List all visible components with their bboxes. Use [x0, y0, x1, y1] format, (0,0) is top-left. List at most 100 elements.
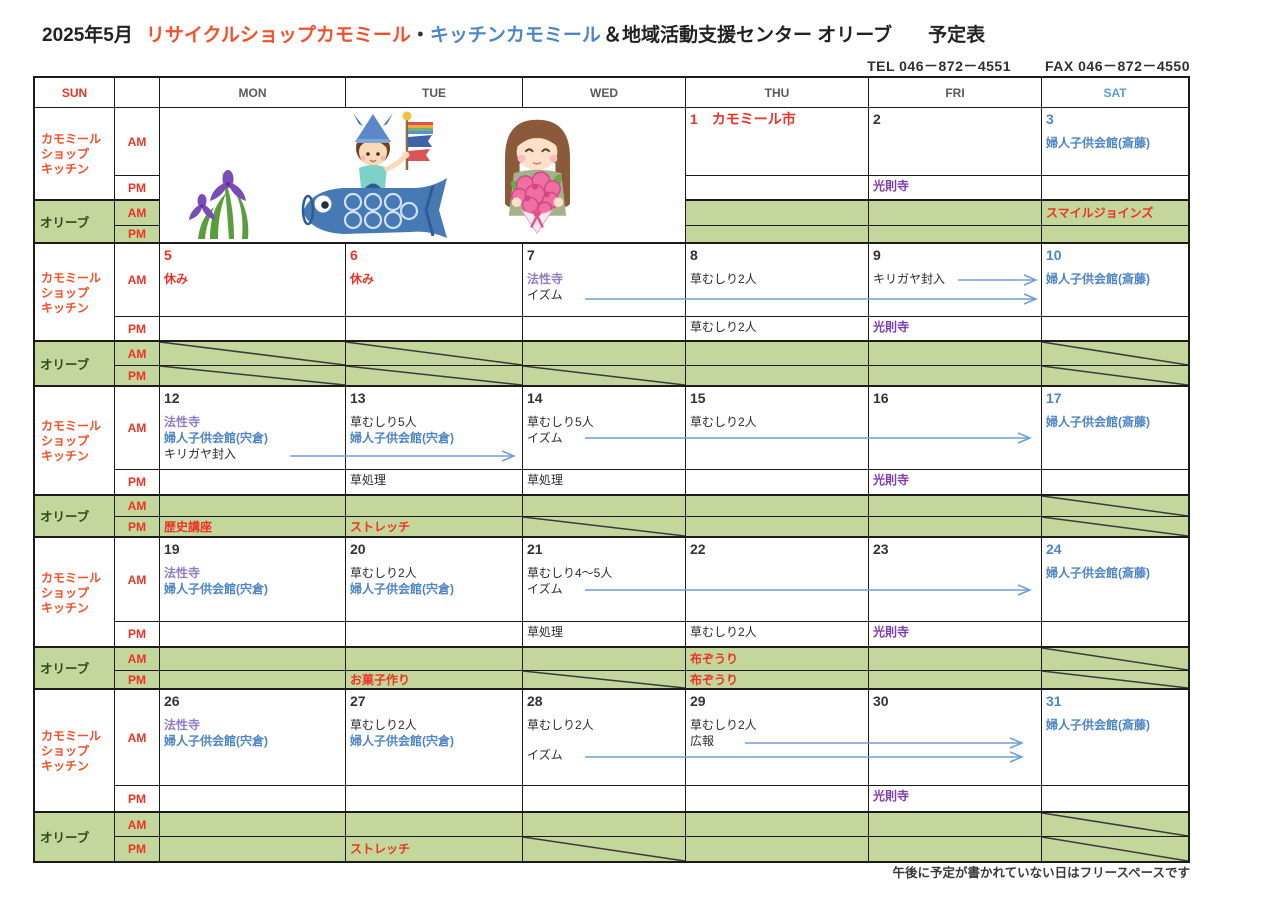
cell-olive-fri23-am [869, 647, 1042, 671]
cell-sat10-am: 10 婦人子供会館(斎藤) [1042, 244, 1188, 317]
schedule-item: 草むしり2人 [690, 625, 757, 639]
schedule-item: イズム [527, 582, 563, 596]
label-line: キッチン [41, 162, 90, 176]
header-thu: THU [686, 78, 869, 108]
date-number: 30 [873, 693, 889, 709]
cell-sat31-pm [1042, 786, 1188, 812]
cell-thu15-pm [686, 470, 869, 495]
date-number: 13 [350, 390, 366, 406]
cell-olive-sat24-pm [1042, 671, 1188, 690]
cell-wed28-am: 28 草むしり2人 イズム [523, 690, 686, 786]
schedule-item: 婦人子供会館(斎藤) [1046, 415, 1150, 429]
am-label: AM [115, 538, 160, 622]
cell-olive-sat24-am [1042, 647, 1188, 671]
cell-fri9-am: 9 キリガヤ封入 [869, 244, 1042, 317]
cell-wed21-pm: 草処理 [523, 622, 686, 647]
strikeout-line-icon [523, 837, 685, 861]
cell-olive-fri9-am [869, 341, 1042, 366]
strikeout-line-icon [1042, 366, 1188, 385]
date-number: 19 [164, 541, 180, 557]
label-line: カモミール [41, 132, 102, 146]
cell-tue6-pm [346, 317, 523, 341]
cell-olive-tue6-am [346, 341, 523, 366]
title-shop-name: リサイクルショップカモミール [145, 25, 411, 46]
header-fri: FRI [869, 78, 1042, 108]
cell-olive-fri16-pm [869, 517, 1042, 538]
cell-olive-sat3-pm [1042, 226, 1188, 244]
schedule-item: 草処理 [527, 625, 564, 639]
strikeout-line-icon [160, 366, 345, 385]
cell-olive-tue20-am [346, 647, 523, 671]
cell-olive-fri9-pm [869, 366, 1042, 387]
date-number: 14 [527, 390, 543, 406]
schedule-item: 法性寺 [164, 566, 201, 580]
iris-flowers-illustration [189, 170, 249, 239]
cell-thu8-pm: 草むしり2人 [686, 317, 869, 341]
week-row-2: カモミール ショップ キッチン AM PM オリーブ AM PM 5 休み 6 休み… [35, 244, 1188, 387]
title-kitchen-name: キッチンカモミール [429, 25, 601, 46]
tel-number: TEL 046－872－4551 [867, 58, 1012, 74]
pm-label: PM [115, 517, 160, 538]
pm-label: PM [115, 470, 160, 495]
cell-wed21-am: 21 草むしり4～5人 イズム [523, 538, 686, 622]
schedule-item: 草むしり2人 [350, 566, 417, 580]
cell-tue13-am: 13 草むしり5人 婦人子供会館(宍倉) [346, 387, 523, 470]
schedule-item: 布ぞうり [690, 652, 739, 666]
schedule-item: 婦人子供会館(宍倉) [164, 431, 268, 445]
title-month: 2025年5月 [42, 25, 133, 46]
cell-olive-fri2-pm [869, 226, 1042, 244]
schedule-item: 草むしり2人 [690, 272, 757, 286]
schedule-item: キリガヤ封入 [164, 447, 237, 461]
label-line: キッチン [41, 759, 90, 773]
boy-on-koinobori-illustration [301, 111, 447, 238]
cell-thu29-pm [686, 786, 869, 812]
cell-olive-tue27-am [346, 812, 523, 837]
pm-label: PM [115, 671, 160, 690]
cell-olive-tue13-am [346, 495, 523, 517]
am-label: AM [115, 387, 160, 470]
cell-olive-tue27-pm: ストレッチ [346, 837, 523, 861]
contact-line: TEL 046－872－4551 FAX 046－872－4550 [867, 56, 1190, 76]
cell-olive-sat10-pm [1042, 366, 1188, 387]
cell-olive-thu8-am [686, 341, 869, 366]
schedule-item: 法性寺 [527, 272, 564, 286]
week-row-3: カモミール ショップ キッチン AM PM オリーブ AM PM 12 法性寺 婦人… [35, 387, 1188, 538]
week-row-4: カモミール ショップ キッチン AM PM オリーブ AM PM 19 法性寺 婦人… [35, 538, 1188, 690]
pm-label: PM [115, 837, 160, 861]
cell-sat24-am: 24 婦人子供会館(斎藤) [1042, 538, 1188, 622]
cell-fri2-pm: 光則寺 [869, 176, 1042, 200]
cell-olive-mon12-am [160, 495, 346, 517]
schedule-item: ストレッチ [350, 842, 411, 856]
row-label-olive: オリーブ [35, 812, 115, 861]
cell-olive-thu15-am [686, 495, 869, 517]
cell-olive-tue20-pm: お菓子作り [346, 671, 523, 690]
schedule-item: 光則寺 [873, 320, 910, 334]
row-label-olive: オリーブ [35, 647, 115, 690]
cell-olive-sat31-am [1042, 812, 1188, 837]
cell-olive-sat31-pm [1042, 837, 1188, 861]
title-separator: ・ [410, 25, 430, 46]
cell-wed7-am: 7 法性寺 イズム [523, 244, 686, 317]
schedule-item: お菓子作り [350, 672, 411, 687]
cell-olive-mon26-pm [160, 837, 346, 861]
cell-tue13-pm: 草処理 [346, 470, 523, 495]
cell-olive-wed7-am [523, 341, 686, 366]
cell-mon26-pm [160, 786, 346, 812]
date-number: 16 [873, 390, 889, 406]
cell-olive-mon19-pm [160, 671, 346, 690]
cell-olive-wed21-pm [523, 671, 686, 690]
schedule-item: 草むしり5人 [527, 415, 594, 429]
date-number: 15 [690, 390, 706, 406]
row-label-kamomile: カモミール ショップ キッチン [35, 108, 115, 200]
cell-wed28-pm [523, 786, 686, 812]
week-row-5: カモミール ショップ キッチン AM PM オリーブ AM PM 26 法性寺 婦人… [35, 690, 1188, 861]
schedule-item: 婦人子供会館(宍倉) [350, 582, 454, 596]
cell-olive-wed14-am [523, 495, 686, 517]
date-number: 8 [690, 247, 698, 263]
schedule-item: カモミール市 [711, 111, 796, 127]
schedule-item: 法性寺 [164, 415, 201, 429]
cell-sat3-pm [1042, 176, 1188, 200]
header-spacer [115, 78, 160, 108]
schedule-item: ストレッチ [350, 519, 411, 534]
cell-olive-thu1-am [686, 200, 869, 226]
